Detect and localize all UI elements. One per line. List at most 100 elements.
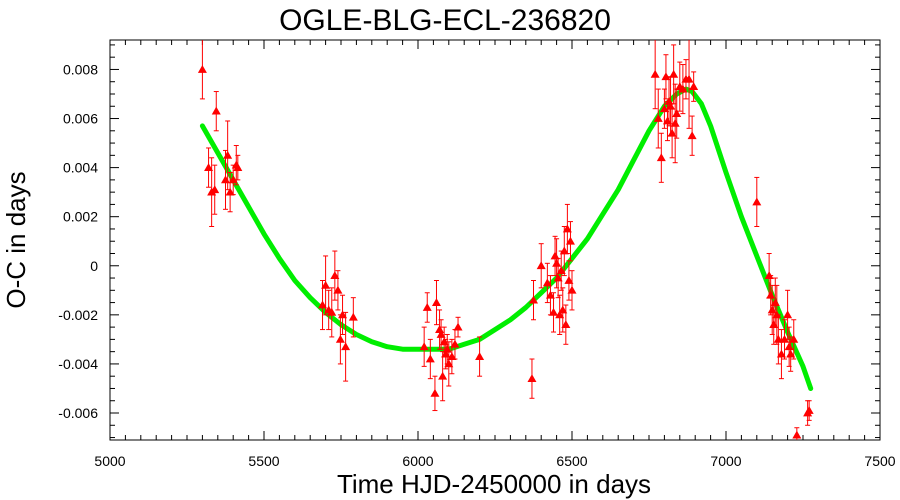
data-point xyxy=(562,203,572,254)
point-marker xyxy=(333,285,343,294)
data-point xyxy=(431,279,441,326)
data-point xyxy=(656,132,666,183)
point-marker xyxy=(669,69,679,78)
y-tick-label: -0.002 xyxy=(58,307,98,323)
data-point xyxy=(558,287,568,333)
data-point xyxy=(321,255,331,316)
data-point xyxy=(559,226,569,277)
data-point xyxy=(549,292,559,333)
point-marker xyxy=(776,349,786,358)
y-tick-label: -0.004 xyxy=(58,356,98,372)
point-marker xyxy=(341,342,351,351)
point-marker xyxy=(318,300,328,309)
point-marker xyxy=(542,278,552,287)
plot-frame xyxy=(109,39,881,441)
y-tick-label: 0.004 xyxy=(63,160,98,176)
point-marker xyxy=(670,118,680,127)
point-marker xyxy=(536,261,546,270)
point-marker xyxy=(562,224,572,233)
data-point xyxy=(565,221,575,262)
x-tick-label: 7000 xyxy=(710,453,741,469)
point-marker xyxy=(786,349,796,358)
data-point xyxy=(430,375,440,412)
x-axis-title: Time HJD-2450000 in days xyxy=(337,469,651,499)
x-tick-label: 5000 xyxy=(94,453,125,469)
point-marker xyxy=(439,337,449,346)
point-marker xyxy=(659,104,669,113)
data-point xyxy=(529,279,538,321)
point-marker xyxy=(556,266,566,275)
data-point xyxy=(804,400,814,421)
point-marker xyxy=(529,295,538,304)
point-marker xyxy=(330,271,340,279)
point-marker xyxy=(772,310,782,319)
point-marker xyxy=(558,305,568,314)
data-point xyxy=(567,270,577,311)
point-marker xyxy=(804,406,814,414)
point-marker xyxy=(545,290,555,299)
point-marker xyxy=(228,175,238,184)
y-ticks: -0.006 -0.004 -0.002 0 0.002 0.004 0.006 0.008 xyxy=(58,44,880,439)
point-marker xyxy=(770,298,780,306)
point-marker xyxy=(438,371,448,380)
data-point xyxy=(338,294,348,335)
point-marker xyxy=(555,310,565,319)
point-marker xyxy=(447,352,457,360)
data-point xyxy=(752,176,762,228)
x-tick-label: 6500 xyxy=(556,453,587,469)
x-tick-label: 5500 xyxy=(248,453,279,469)
data-point xyxy=(792,427,802,440)
point-marker xyxy=(549,307,559,316)
point-marker xyxy=(769,320,779,329)
point-marker xyxy=(672,109,682,117)
data-point xyxy=(225,172,235,213)
point-marker xyxy=(419,342,429,351)
point-marker xyxy=(664,96,674,105)
point-marker xyxy=(766,290,776,299)
point-marker xyxy=(444,359,454,368)
data-point xyxy=(475,336,485,377)
point-marker xyxy=(567,285,577,294)
point-marker xyxy=(687,131,697,140)
data-point xyxy=(550,235,560,277)
data-point xyxy=(447,338,457,375)
point-marker xyxy=(661,72,671,81)
y-tick-label: 0.008 xyxy=(63,61,98,77)
point-marker xyxy=(783,310,793,319)
data-point xyxy=(653,88,663,149)
point-marker xyxy=(565,236,575,245)
data-point xyxy=(555,294,565,335)
data-point xyxy=(542,262,552,304)
x-tick-label: 7500 xyxy=(864,453,895,469)
point-marker xyxy=(453,322,463,331)
point-marker xyxy=(656,153,666,162)
point-marker xyxy=(773,334,783,343)
data-point xyxy=(333,270,343,311)
point-marker xyxy=(450,339,460,348)
point-marker xyxy=(211,106,221,115)
point-marker xyxy=(441,349,451,358)
point-marker xyxy=(436,329,446,338)
data-point xyxy=(444,341,454,387)
point-marker xyxy=(327,307,337,316)
point-marker xyxy=(225,187,235,196)
point-marker xyxy=(678,84,688,93)
data-point xyxy=(233,154,243,181)
x-ticks: 5000 5500 6000 6500 7000 7500 xyxy=(94,40,896,469)
fit-curve-layer xyxy=(199,86,814,391)
point-marker xyxy=(684,74,694,83)
point-marker xyxy=(689,82,699,91)
data-point xyxy=(223,120,233,191)
data-point xyxy=(211,91,221,132)
data-point xyxy=(776,329,786,380)
point-marker xyxy=(475,352,485,360)
data-point xyxy=(210,164,220,215)
data-point xyxy=(348,297,358,338)
y-tick-label: 0.006 xyxy=(63,111,98,127)
data-points-layer xyxy=(197,40,814,440)
data-point xyxy=(661,54,671,100)
point-marker xyxy=(780,334,790,343)
data-point xyxy=(419,326,429,367)
data-point xyxy=(561,304,571,345)
point-marker xyxy=(422,302,432,311)
